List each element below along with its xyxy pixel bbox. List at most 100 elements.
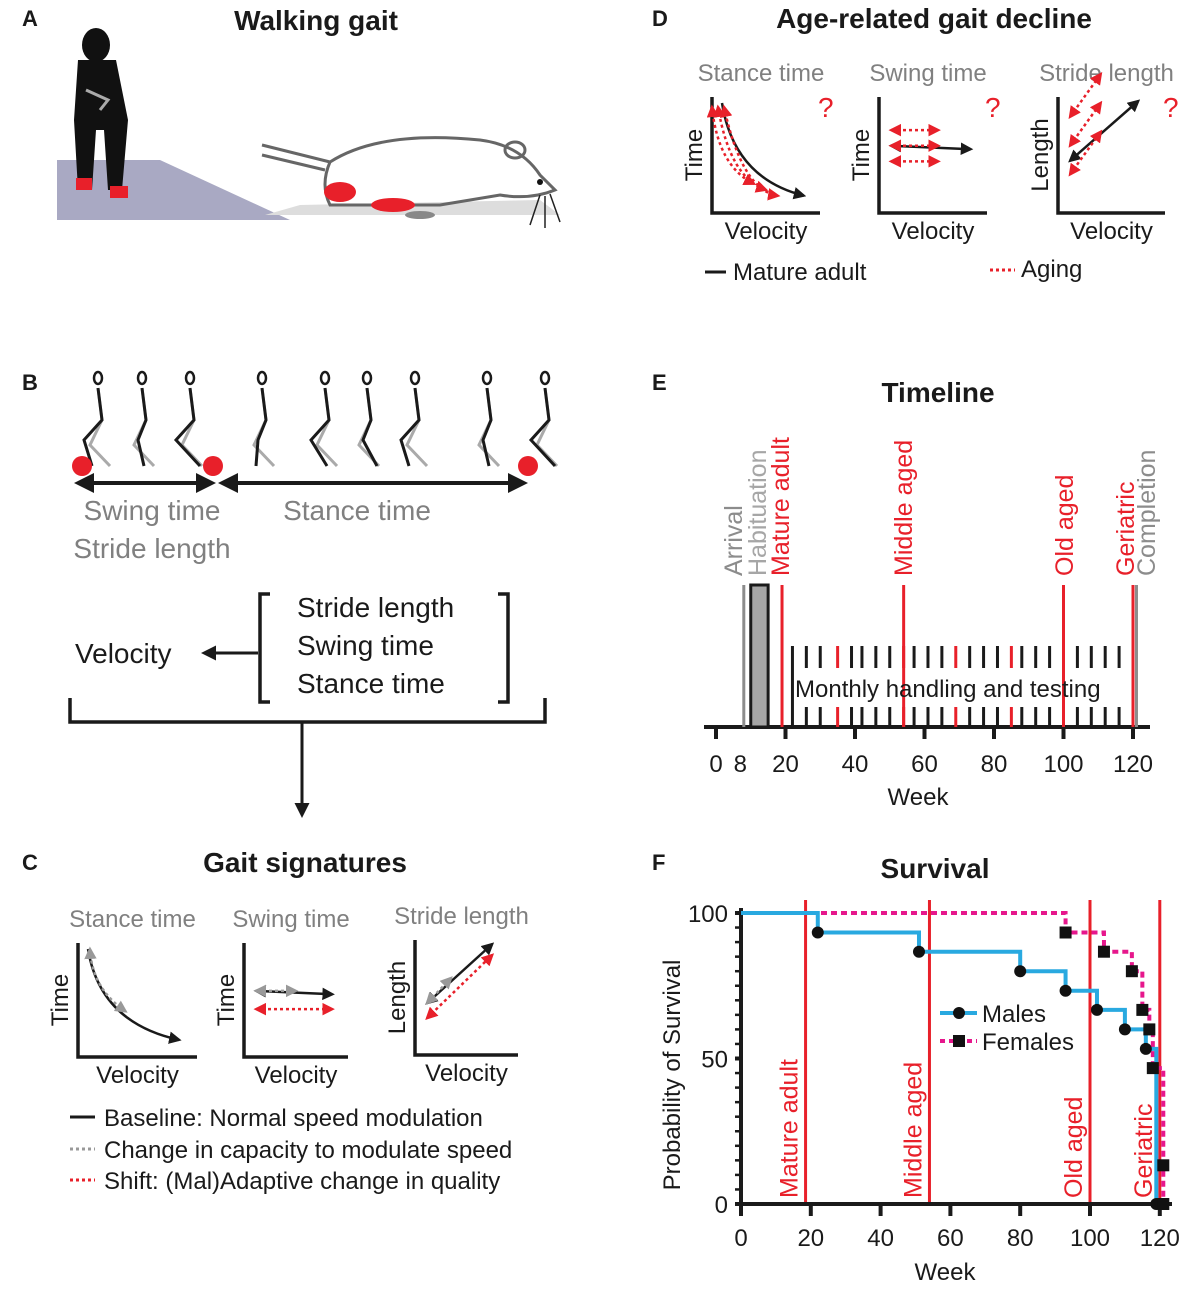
chart-title: Survival bbox=[881, 853, 990, 884]
stick-figure-front-leg bbox=[136, 387, 148, 467]
female-data-point bbox=[1157, 1198, 1170, 1210]
tick-label: 120 bbox=[1113, 751, 1153, 778]
question-mark: ? bbox=[818, 92, 834, 123]
survival-chart: Mature adult Middle aged Old aged Geriatric… bbox=[688, 900, 1180, 1252]
x-axis-label: Velocity bbox=[892, 218, 975, 245]
human-walker-illustration bbox=[74, 28, 128, 198]
stage-label: Geriatric bbox=[1130, 1104, 1158, 1198]
stick-figure-head bbox=[539, 370, 551, 386]
plot-title: Stride length bbox=[394, 903, 529, 930]
x-tick-label: 20 bbox=[797, 1225, 824, 1252]
plot-title: Stance time bbox=[698, 60, 825, 87]
panel-letter: C bbox=[22, 850, 38, 875]
panel-b: B Swing time Stance time Stride length S… bbox=[22, 370, 559, 818]
question-mark: ? bbox=[1163, 92, 1179, 123]
panel-letter: B bbox=[22, 370, 38, 395]
event-label: Old aged bbox=[1051, 475, 1079, 576]
female-data-point bbox=[1097, 945, 1110, 958]
x-axis-label: Week bbox=[888, 784, 950, 811]
parameter-bracket bbox=[258, 592, 510, 704]
y-axis-label: Length bbox=[1027, 118, 1054, 191]
female-data-point bbox=[1136, 1003, 1149, 1016]
panel-f: F Survival Mature adult Middle aged Old ag… bbox=[652, 850, 1180, 1286]
female-data-point bbox=[1146, 1062, 1159, 1075]
y-axis-label: Time bbox=[681, 129, 708, 181]
legend-marker bbox=[953, 1007, 965, 1019]
stick-figure-head bbox=[481, 370, 493, 386]
x-axis-label: Velocity bbox=[1070, 218, 1153, 245]
x-tick-label: 60 bbox=[937, 1225, 964, 1252]
plot-title: Swing time bbox=[869, 60, 986, 87]
male-data-point bbox=[1090, 1003, 1103, 1016]
bracket-item: Swing time bbox=[297, 630, 434, 661]
summary-bracket bbox=[68, 698, 547, 724]
legend-capacity: Change in capacity to modulate speed bbox=[104, 1137, 512, 1164]
stick-figure-front-leg bbox=[173, 387, 202, 468]
event-label: Geriatric bbox=[1112, 482, 1140, 576]
stick-figure-head bbox=[319, 370, 331, 386]
female-data-point bbox=[1143, 1023, 1156, 1036]
legend-marker bbox=[953, 1035, 965, 1047]
y-axis-label: Time bbox=[47, 974, 74, 1026]
stride-stick-figures bbox=[82, 370, 559, 468]
stage-label: Middle aged bbox=[899, 1062, 927, 1198]
plot-title: Swing time bbox=[232, 906, 349, 933]
y-tick-label: 50 bbox=[701, 1047, 728, 1074]
shift-curve bbox=[425, 953, 495, 1020]
tick-label: 8 bbox=[734, 751, 747, 778]
y-tick-label: 100 bbox=[688, 901, 728, 928]
habituation-period bbox=[749, 583, 770, 729]
x-tick-label: 80 bbox=[1007, 1225, 1034, 1252]
y-axis-label: Time bbox=[848, 129, 875, 181]
stick-figure-head bbox=[256, 370, 268, 386]
panel-title: Gait signatures bbox=[203, 847, 407, 878]
event-label: Arrival bbox=[720, 505, 748, 576]
stick-figure-front-leg bbox=[528, 387, 557, 468]
plot-title: Stride length bbox=[1039, 60, 1174, 87]
x-tick-label: 40 bbox=[867, 1225, 894, 1252]
legend-aging: Aging bbox=[1021, 256, 1082, 283]
stick-figure-front-leg bbox=[481, 387, 493, 467]
stick-figure-head bbox=[361, 370, 373, 386]
plot-axes bbox=[1056, 97, 1165, 215]
male-data-point bbox=[1118, 1023, 1131, 1036]
male-data-point bbox=[912, 945, 925, 958]
legend-shift: Shift: (Mal)Adaptive change in quality bbox=[104, 1168, 500, 1195]
panel-letter: A bbox=[22, 6, 38, 31]
plot-axes bbox=[76, 943, 197, 1059]
x-tick-label: 120 bbox=[1140, 1225, 1180, 1252]
tick-label: 40 bbox=[842, 751, 869, 778]
stick-figure-front-leg bbox=[82, 387, 104, 467]
event-label: Habituation bbox=[744, 450, 772, 576]
rat-illustration bbox=[261, 136, 561, 228]
plot-axes bbox=[242, 943, 348, 1059]
x-axis-label: Velocity bbox=[725, 218, 808, 245]
panel-title: Timeline bbox=[881, 377, 994, 408]
bracket-item: Stride length bbox=[297, 592, 454, 623]
plot-title: Stance time bbox=[69, 906, 196, 933]
panel-e: E Timeline 0 8 20 40 60 80 100 120 ArrivalHabitu… bbox=[652, 370, 1161, 811]
aging-variation-curve bbox=[706, 104, 757, 186]
female-data-point bbox=[1157, 1159, 1170, 1172]
baseline-curve bbox=[425, 942, 495, 1005]
stick-figure-front-leg bbox=[254, 387, 268, 467]
female-data-point bbox=[1059, 926, 1072, 939]
stick-figure-head bbox=[136, 370, 148, 386]
male-data-point bbox=[1014, 965, 1027, 978]
baseline-curve bbox=[720, 102, 807, 200]
x-tick-label: 100 bbox=[1070, 1225, 1110, 1252]
stick-figure-head bbox=[92, 370, 104, 386]
aging-variation-curve bbox=[720, 104, 781, 201]
panel-a: A Walking gait bbox=[22, 5, 561, 228]
question-mark: ? bbox=[985, 92, 1001, 123]
female-data-point bbox=[1125, 965, 1138, 978]
panel-c: C Gait signatures Stance time Velocity Tim… bbox=[22, 847, 529, 1195]
x-tick-label: 0 bbox=[734, 1225, 747, 1252]
x-axis-label: Velocity bbox=[96, 1062, 179, 1089]
event-label: Mature adult bbox=[767, 437, 795, 576]
legend-label: Males bbox=[982, 1001, 1046, 1028]
legend-label: Females bbox=[982, 1029, 1074, 1056]
stage-label: Mature adult bbox=[776, 1059, 804, 1198]
aging-variation-curve bbox=[1068, 129, 1103, 177]
footfall-marker bbox=[72, 456, 92, 476]
